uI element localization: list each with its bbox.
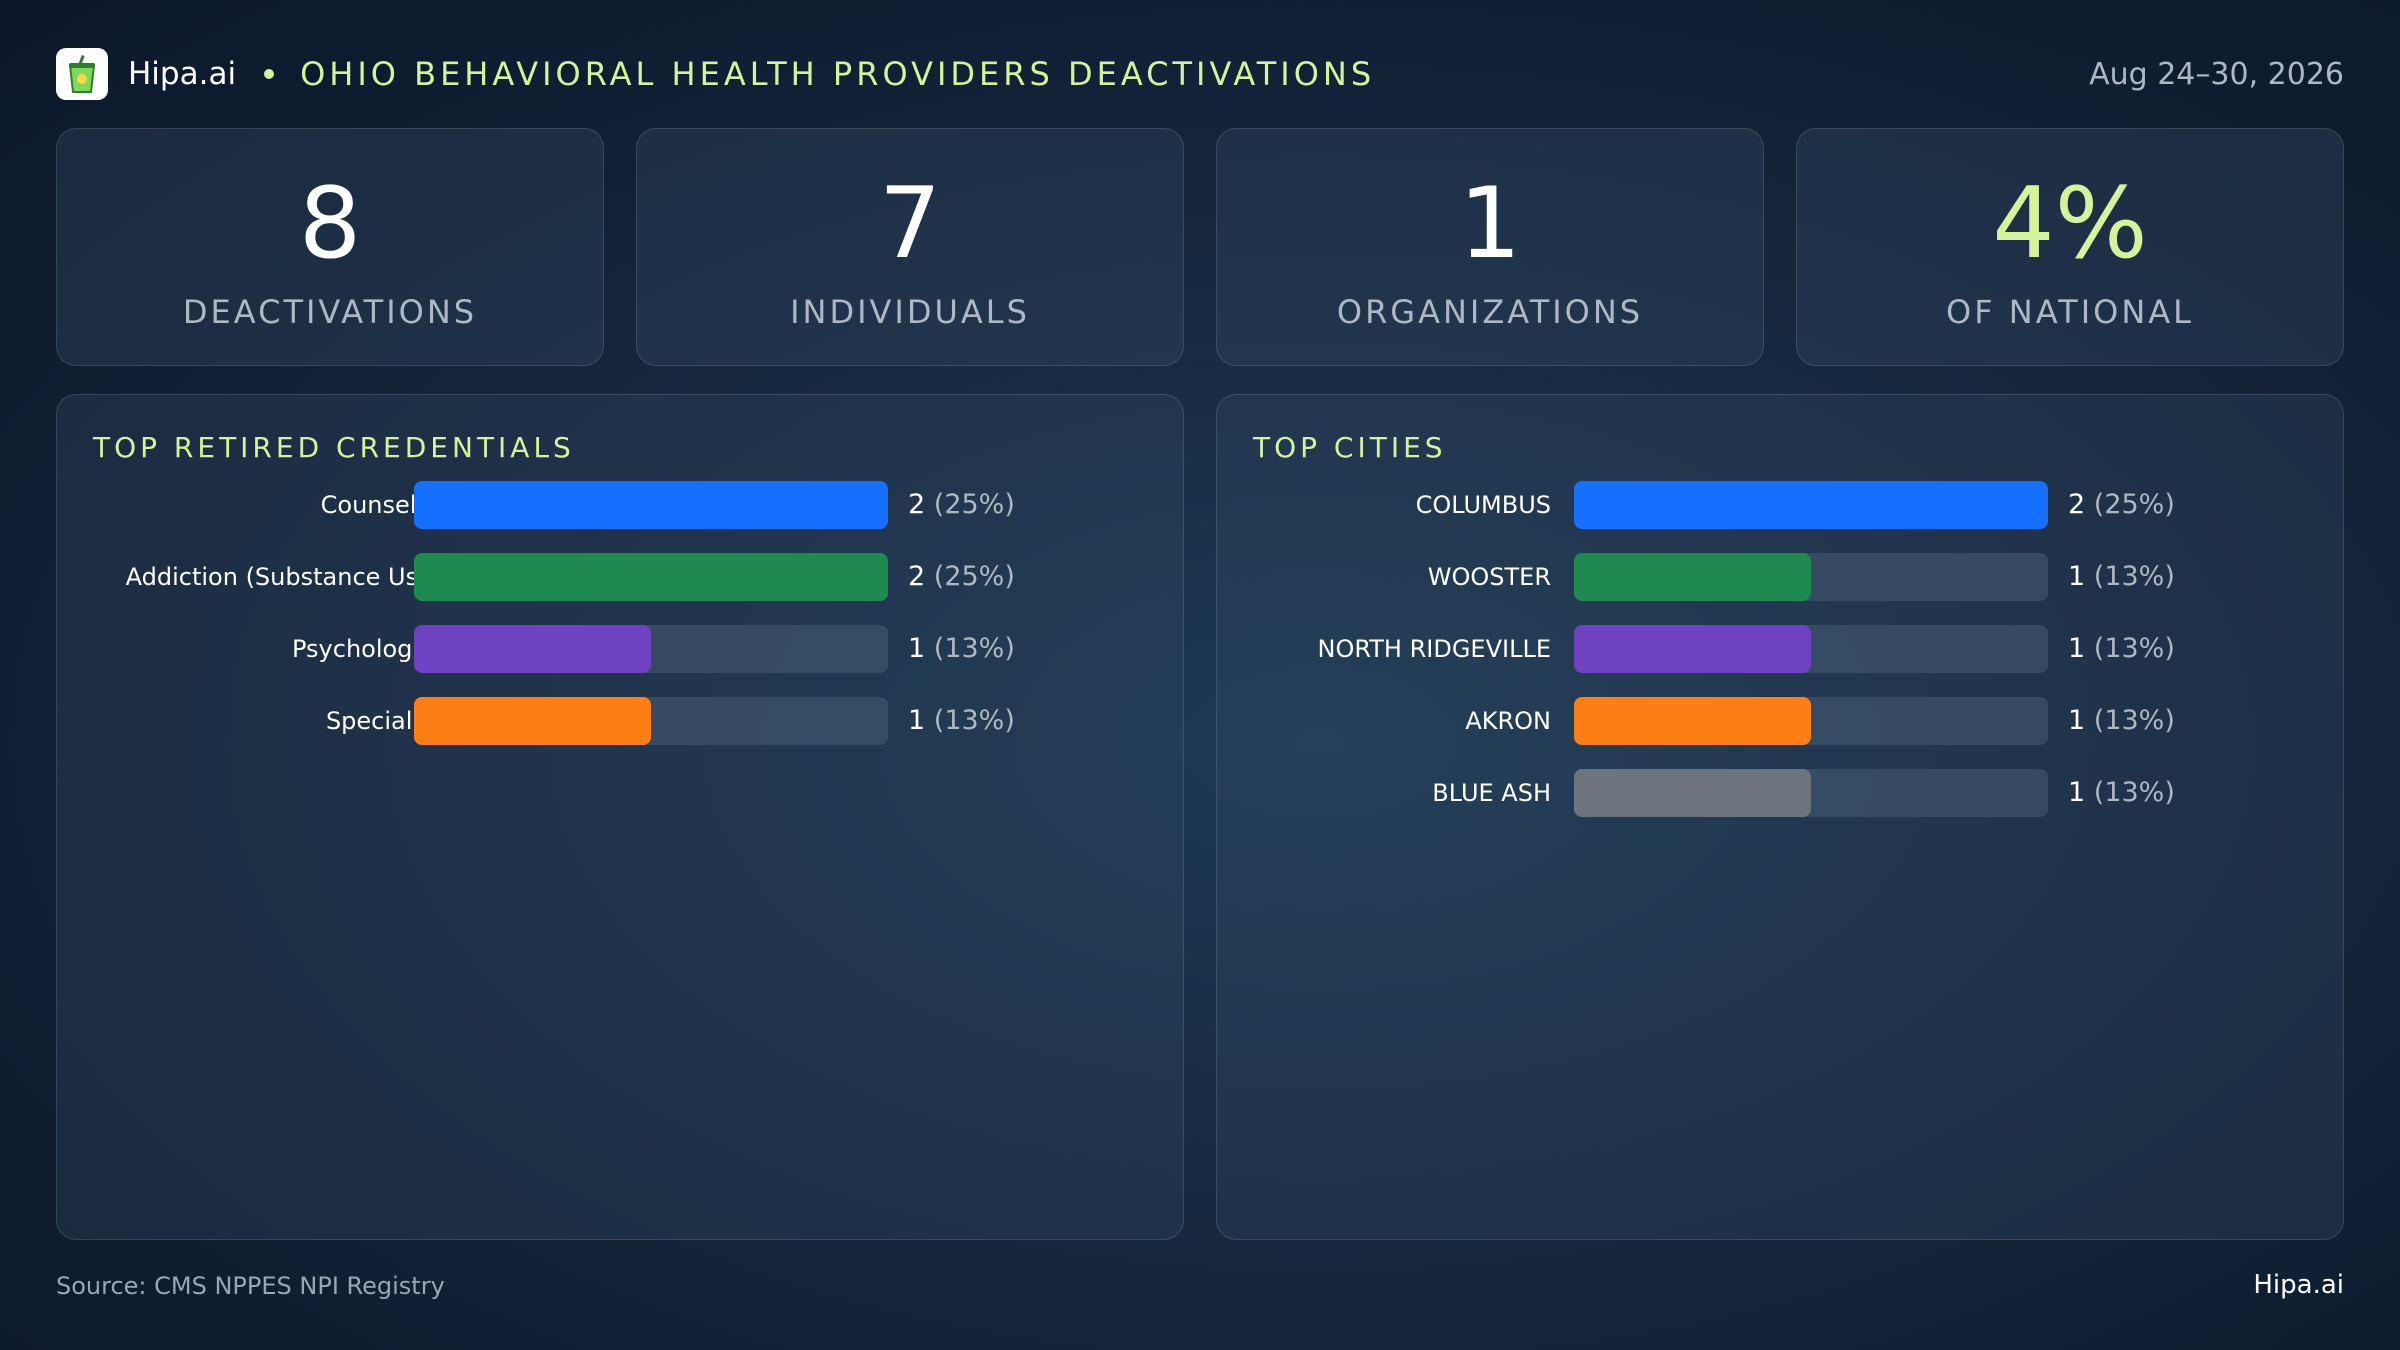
bar-label: WOOSTER xyxy=(1427,563,1551,591)
bar xyxy=(414,697,651,745)
bar-label: BLUE ASH xyxy=(1432,779,1551,807)
bar-count: 2 xyxy=(908,561,926,592)
bar-value-label: 1 (13%) xyxy=(2068,697,2175,745)
bar-count: 2 xyxy=(2068,489,2086,520)
stat-label: OF NATIONAL xyxy=(1946,293,2194,331)
stat-value: 7 xyxy=(878,167,942,281)
bar-track xyxy=(1574,769,2048,817)
bar-count: 2 xyxy=(908,489,926,520)
bar-value-label: 2 (25%) xyxy=(908,481,1015,529)
bar-label: NORTH RIDGEVILLE xyxy=(1317,635,1551,663)
bar-percent: (25%) xyxy=(933,489,1015,520)
bar-percent: (13%) xyxy=(2093,561,2175,592)
bar-value-label: 1 (13%) xyxy=(2068,769,2175,817)
bar-percent: (13%) xyxy=(2093,777,2175,808)
bar-row: Psychologist 1 (13%) xyxy=(57,625,1183,673)
header: Hipa.ai OHIO BEHAVIORAL HEALTH PROVIDERS… xyxy=(56,46,2344,102)
cities-chart-panel: TOP CITIES COLUMBUS 2 (25%) WOOSTER 1 (13%)… xyxy=(1216,394,2344,1240)
bar xyxy=(414,625,651,673)
credentials-chart-panel: TOP RETIRED CREDENTIALS Counselor 2 (25%)… xyxy=(56,394,1184,1240)
source-note: Source: CMS NPPES NPI Registry xyxy=(56,1272,445,1300)
bar xyxy=(414,553,888,601)
bar-percent: (25%) xyxy=(2093,489,2175,520)
page-title: OHIO BEHAVIORAL HEALTH PROVIDERS DEACTIV… xyxy=(300,55,1376,93)
bar-row: Specialist 1 (13%) xyxy=(57,697,1183,745)
bar xyxy=(1574,625,1811,673)
bar-track xyxy=(1574,481,2048,529)
bar-track xyxy=(1574,553,2048,601)
drink-cup-icon xyxy=(56,48,108,100)
bar-row: Addiction (Substance Us... 2 (25%) xyxy=(57,553,1183,601)
bar-row: Counselor 2 (25%) xyxy=(57,481,1183,529)
bar-value-label: 1 (13%) xyxy=(2068,553,2175,601)
bar-percent: (25%) xyxy=(933,561,1015,592)
footer-brand: Hipa.ai xyxy=(2253,1270,2344,1300)
bar-track xyxy=(414,481,888,529)
stat-label: DEACTIVATIONS xyxy=(182,293,478,331)
bar xyxy=(1574,769,1811,817)
stat-card-individuals: 7 INDIVIDUALS xyxy=(636,128,1184,366)
date-range: Aug 24–30, 2026 xyxy=(2089,56,2344,92)
bar-percent: (13%) xyxy=(933,705,1015,736)
bar-track xyxy=(414,625,888,673)
bar xyxy=(1574,553,1811,601)
bar-count: 1 xyxy=(908,705,926,736)
chart-title: TOP CITIES xyxy=(1253,431,1447,464)
bar-row: AKRON 1 (13%) xyxy=(1217,697,2343,745)
bar xyxy=(1574,481,2048,529)
bar-percent: (13%) xyxy=(2093,705,2175,736)
bar-label: COLUMBUS xyxy=(1415,491,1551,519)
bar-value-label: 2 (25%) xyxy=(2068,481,2175,529)
bar-row: WOOSTER 1 (13%) xyxy=(1217,553,2343,601)
bar-row: BLUE ASH 1 (13%) xyxy=(1217,769,2343,817)
bar xyxy=(414,481,888,529)
bar-track xyxy=(414,553,888,601)
stat-card-deactivations: 8 DEACTIVATIONS xyxy=(56,128,604,366)
bar-value-label: 1 (13%) xyxy=(2068,625,2175,673)
stat-value: 4% xyxy=(1992,167,2148,281)
bar-percent: (13%) xyxy=(933,633,1015,664)
bar-track xyxy=(1574,697,2048,745)
stat-label: ORGANIZATIONS xyxy=(1336,293,1644,331)
bar-track xyxy=(1574,625,2048,673)
bar-row: NORTH RIDGEVILLE 1 (13%) xyxy=(1217,625,2343,673)
bar-row: COLUMBUS 2 (25%) xyxy=(1217,481,2343,529)
bar-value-label: 1 (13%) xyxy=(908,625,1015,673)
bar-count: 1 xyxy=(908,633,926,664)
bar-label: Addiction (Substance Us... xyxy=(125,563,441,591)
bar-count: 1 xyxy=(2068,777,2086,808)
bar-percent: (13%) xyxy=(2093,633,2175,664)
stat-card-organizations: 1 ORGANIZATIONS xyxy=(1216,128,1764,366)
bar xyxy=(1574,697,1811,745)
separator-dot xyxy=(264,69,275,79)
bar-count: 1 xyxy=(2068,561,2086,592)
bar-track xyxy=(414,697,888,745)
bar-label: AKRON xyxy=(1465,707,1551,735)
bar-value-label: 2 (25%) xyxy=(908,553,1015,601)
stat-card-national-share: 4% OF NATIONAL xyxy=(1796,128,2344,366)
bar-value-label: 1 (13%) xyxy=(908,697,1015,745)
stat-value: 1 xyxy=(1458,167,1522,281)
chart-title: TOP RETIRED CREDENTIALS xyxy=(93,431,575,464)
bar-count: 1 xyxy=(2068,633,2086,664)
brand-name: Hipa.ai xyxy=(128,56,237,92)
bar-count: 1 xyxy=(2068,705,2086,736)
stat-value: 8 xyxy=(298,167,362,281)
stat-label: INDIVIDUALS xyxy=(790,293,1030,331)
